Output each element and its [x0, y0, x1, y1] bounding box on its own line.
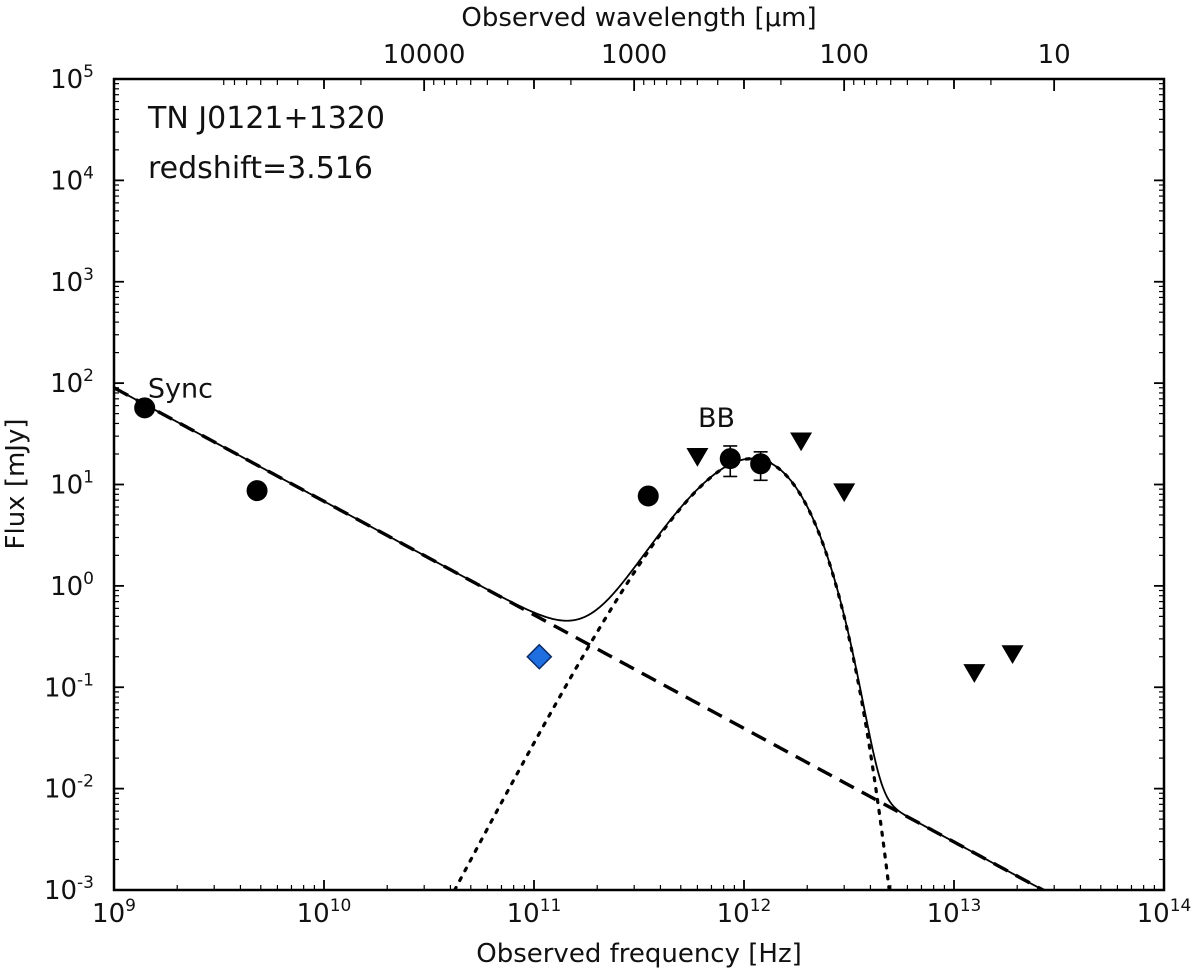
region-label-sync: Sync: [148, 374, 213, 405]
x-axis-title: Observed frequency [Hz]: [476, 939, 802, 969]
y-tick-label: 10-3: [44, 873, 94, 906]
tick-marks: [114, 79, 1164, 890]
x-tick-label: 109: [92, 896, 136, 929]
top-axis-title: Observed wavelength [μm]: [461, 3, 816, 33]
source-name-annotation: TN J0121+1320: [147, 101, 385, 136]
upper-limit-marker: [790, 432, 813, 452]
x-tick-label: 1010: [297, 896, 352, 929]
y-tick-label: 10-2: [44, 772, 94, 805]
y-tick-label: 104: [50, 163, 94, 196]
x-tick-label: 1013: [927, 896, 982, 929]
upper-limit-marker: [963, 664, 986, 683]
total-model-curve: [114, 386, 1045, 890]
detection-point: [719, 448, 741, 470]
y-tick-label: 105: [50, 62, 94, 95]
detection-point: [637, 485, 659, 507]
x-tick-label: 1011: [507, 896, 562, 929]
y-axis-title: Flux [mJy]: [1, 419, 31, 550]
top-tick-label: 10: [1038, 40, 1071, 70]
y-tick-label: 101: [50, 468, 94, 501]
upper-limit-marker: [686, 447, 709, 467]
data-points: [134, 397, 1024, 683]
top-tick-label: 1000: [601, 40, 667, 70]
y-tick-label: 10-1: [44, 670, 94, 703]
model-curves: [114, 386, 1047, 890]
detection-point: [246, 480, 268, 502]
x-tick-label: 1012: [717, 896, 772, 929]
redshift-annotation: redshift=3.516: [148, 151, 373, 186]
detection-point: [134, 397, 156, 419]
top-tick-label: 100: [819, 40, 869, 70]
blackbody-curve: [452, 457, 891, 890]
plot-frame: [112, 77, 1166, 892]
region-label-bb: BB: [698, 403, 735, 434]
upper-limit-marker: [833, 483, 856, 503]
upper-limit-marker: [1001, 645, 1024, 664]
tick-labels: 109 1010 1011 1012 1013 1014 10-3 10-2 10-1 100 10…: [44, 40, 1191, 929]
y-tick-label: 100: [50, 569, 94, 602]
y-tick-label: 103: [50, 265, 94, 298]
x-tick-label: 1014: [1137, 896, 1192, 929]
detection-point: [750, 453, 772, 475]
y-tick-label: 102: [50, 366, 94, 399]
mm-diamond-point: [526, 643, 553, 670]
top-tick-label: 10000: [383, 40, 466, 70]
